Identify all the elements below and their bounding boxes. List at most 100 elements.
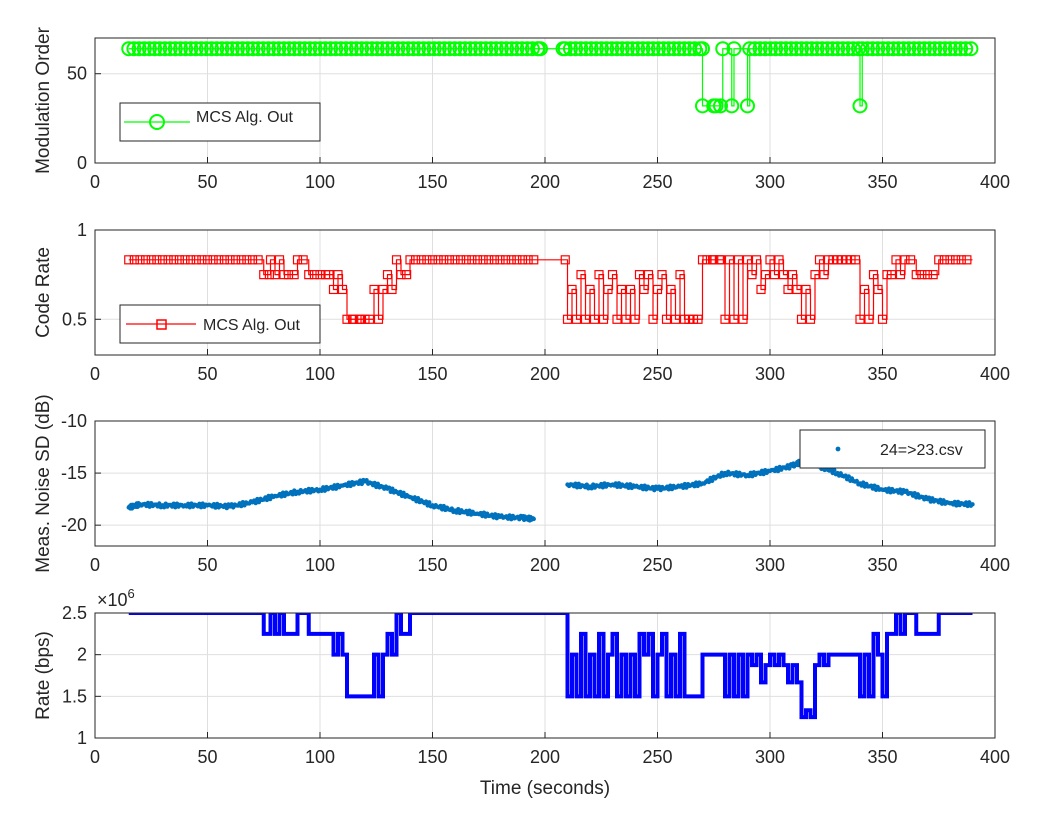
data-point (967, 500, 972, 505)
marker (752, 41, 768, 57)
x-tick-label: 400 (980, 555, 1010, 575)
series-line (128, 613, 973, 720)
y-tick-label: 0 (77, 153, 87, 173)
marker (580, 314, 591, 324)
data-point (304, 490, 310, 495)
marker (934, 255, 944, 265)
data-point (666, 487, 671, 492)
legend: MCS Alg. Out (119, 102, 321, 142)
x-tick-label: 350 (867, 172, 897, 192)
marker (135, 255, 145, 265)
marker (255, 41, 271, 57)
data-point (692, 483, 697, 489)
marker (533, 41, 548, 57)
marker (593, 41, 609, 57)
legend: 24=>23.csv (799, 429, 986, 469)
marker (240, 41, 256, 57)
marker (609, 41, 625, 57)
marker (709, 255, 719, 265)
marker (594, 270, 604, 280)
y-tick-label: -10 (61, 411, 87, 431)
marker (962, 255, 972, 265)
marker (242, 255, 252, 265)
marker (774, 255, 784, 265)
x-tick-label: 200 (530, 747, 560, 767)
marker (864, 314, 874, 324)
marker (661, 314, 672, 324)
marker (456, 255, 466, 265)
marker (281, 41, 297, 57)
marker (634, 270, 645, 280)
marker (810, 270, 820, 280)
x-tick-label: 50 (197, 747, 217, 767)
legend-label: 24=>23.csv (880, 442, 963, 459)
data-point (290, 492, 295, 497)
marker (661, 41, 677, 57)
marker (186, 255, 196, 265)
x-tick-label: 50 (197, 555, 217, 575)
marker (765, 255, 775, 265)
y-tick-label: 50 (67, 64, 87, 84)
x-tick-label: 0 (90, 555, 100, 575)
marker (124, 255, 134, 265)
marker (713, 98, 728, 114)
marker (292, 255, 303, 265)
subplot-3: 0 50 100 150 200 250 300 350 400 -20 -15 -10 Meas. N… (33, 394, 1010, 575)
data-point (846, 474, 851, 479)
marker (462, 41, 478, 57)
data-point (375, 481, 381, 487)
marker (380, 41, 395, 57)
marker (478, 41, 494, 57)
marker (509, 41, 525, 57)
marker (648, 314, 658, 324)
marker (616, 284, 627, 295)
marker (762, 41, 778, 57)
data-point (319, 488, 324, 494)
marker (687, 41, 703, 57)
marker (337, 284, 348, 295)
marker (270, 270, 280, 280)
marker (666, 41, 682, 57)
marker (783, 284, 793, 295)
x-tick-label: 150 (417, 747, 447, 767)
data-point (615, 484, 620, 490)
legend-marker (149, 114, 165, 130)
marker (229, 41, 245, 57)
marker (720, 314, 730, 324)
legend-marker (835, 446, 841, 452)
marker (571, 314, 582, 324)
y-axis-label: Rate (bps) (33, 631, 54, 720)
data-point (939, 501, 945, 506)
marker (147, 41, 163, 57)
marker (814, 41, 830, 57)
marker (695, 41, 710, 57)
marker (850, 41, 866, 57)
marker (630, 314, 640, 324)
marker (621, 314, 631, 324)
x-tick-label: 200 (530, 364, 560, 384)
marker (702, 255, 712, 265)
marker (402, 270, 412, 280)
marker (760, 270, 771, 280)
marker (488, 41, 504, 57)
marker (942, 41, 958, 57)
marker (157, 255, 168, 265)
marker (614, 41, 630, 57)
data-point (145, 500, 151, 506)
x-tick-label: 100 (305, 172, 335, 192)
y-tick-label: -15 (61, 463, 87, 483)
marker (309, 270, 319, 280)
marker (747, 270, 757, 280)
marker (917, 270, 927, 280)
marker (619, 41, 635, 57)
marker (880, 41, 896, 57)
marker (390, 41, 406, 57)
marker (457, 41, 473, 57)
data-point (321, 485, 326, 490)
marker (671, 41, 687, 57)
marker (152, 41, 168, 57)
data-point (624, 482, 630, 487)
marker (307, 41, 323, 57)
marker (524, 41, 540, 57)
marker (499, 41, 515, 57)
